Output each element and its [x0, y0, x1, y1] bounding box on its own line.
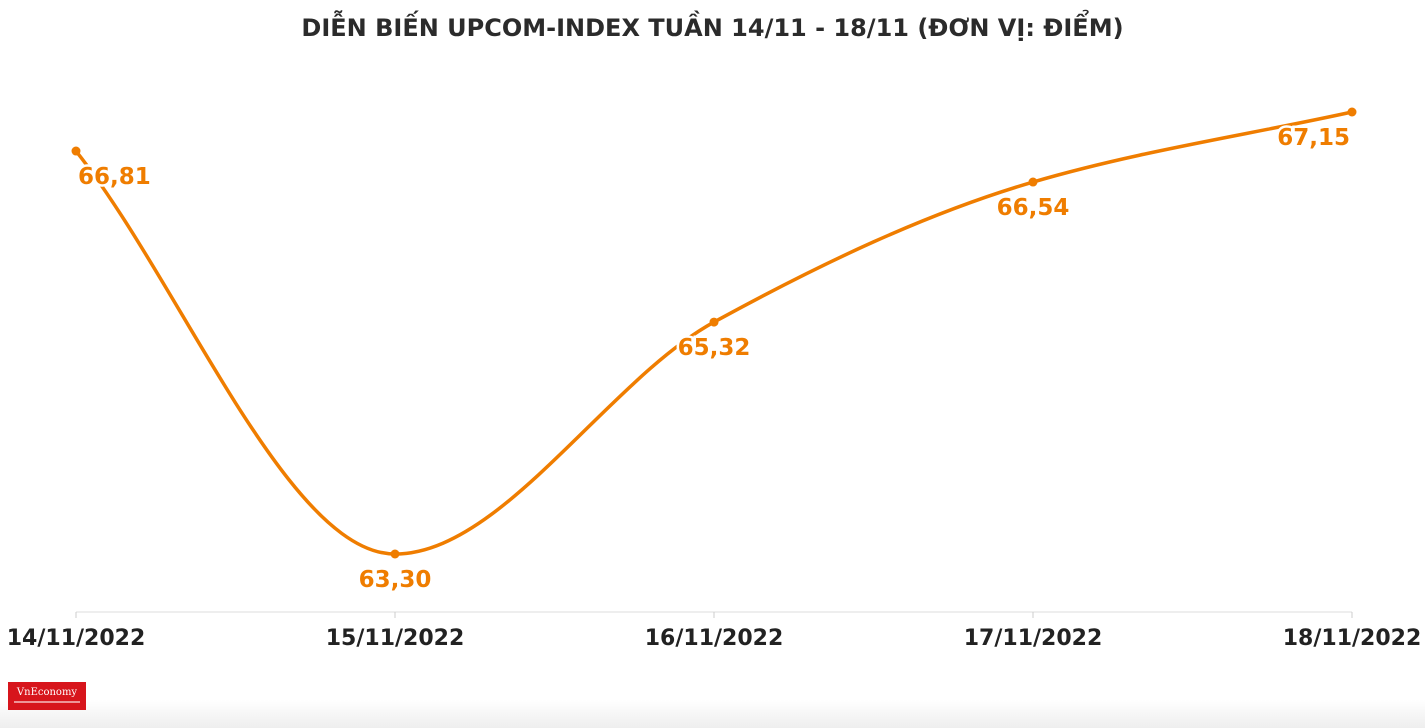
data-point: [1028, 177, 1038, 187]
chart-title: DIỄN BIẾN UPCOM-INDEX TUẦN 14/11 - 18/11…: [301, 14, 1124, 42]
logo-tagline-mark: [14, 701, 80, 703]
series-line: [74, 110, 1354, 556]
data-point: [1347, 107, 1357, 117]
bottom-fade: [0, 700, 1425, 728]
data-label: 63,30: [359, 567, 432, 593]
data-label: 65,32: [678, 335, 751, 361]
data-point: [390, 549, 400, 559]
data-label: 66,54: [997, 195, 1070, 221]
data-point: [71, 146, 81, 156]
x-tick-label: 15/11/2022: [326, 626, 465, 651]
x-tick-label: 16/11/2022: [645, 626, 784, 651]
x-tick-label: 18/11/2022: [1283, 626, 1422, 651]
data-label: 67,15: [1277, 125, 1350, 151]
x-tick-label: 14/11/2022: [7, 626, 146, 651]
logo-brand-name: VnEconomy: [16, 687, 78, 698]
data-point: [709, 317, 719, 327]
x-tick-label: 17/11/2022: [964, 626, 1103, 651]
vneconomy-logo: VnEconomy: [8, 682, 86, 710]
data-label: 66,81: [78, 164, 151, 190]
